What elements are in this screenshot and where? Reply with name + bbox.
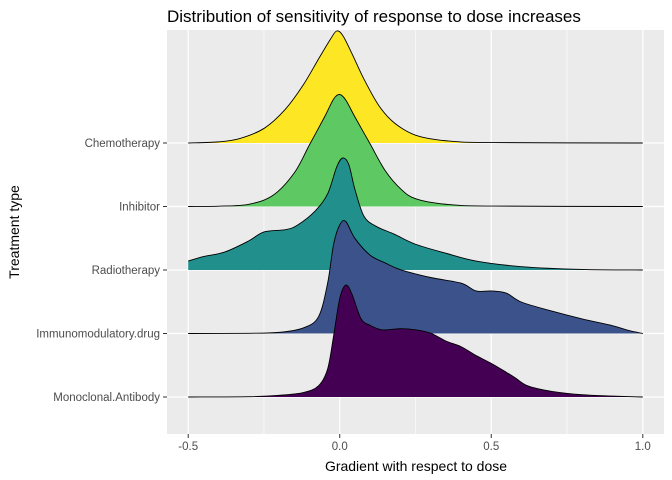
ridges — [188, 30, 643, 398]
ridge-area-immunomodulatory-drug — [188, 220, 643, 334]
x-tick-label: 0.0 — [332, 441, 348, 453]
ridge-area-monoclonal-antibody — [188, 284, 643, 397]
y-axis-title: Treatment type — [6, 185, 22, 279]
ridge-outline-radiotherapy — [188, 157, 643, 271]
ridge-outline-inhibitor — [188, 94, 643, 207]
ridge-area-chemotherapy — [188, 30, 643, 143]
y-tick-label: Monoclonal.Antibody — [53, 392, 160, 404]
ridge-area-radiotherapy — [188, 157, 643, 270]
x-tick-label: 1.0 — [635, 441, 651, 453]
x-axis-ticks: -0.5 0.0 0.5 1.0 — [178, 434, 651, 453]
y-tick-label: Inhibitor — [119, 202, 160, 214]
y-tick-label: Radiotherapy — [92, 265, 161, 277]
ridge-outline-monoclonal-antibody — [188, 284, 643, 398]
x-tick-label: 0.5 — [483, 441, 499, 453]
x-axis-title: Gradient with respect to dose — [325, 458, 507, 474]
x-tick-label: -0.5 — [178, 441, 198, 453]
y-axis-ticks: Monoclonal.Antibody Immunomodulatory.drug… — [36, 138, 167, 404]
ridge-outline-chemotherapy — [188, 30, 643, 144]
ridge-area-inhibitor — [188, 94, 643, 207]
y-tick-label: Chemotherapy — [85, 138, 161, 150]
y-tick-label: Immunomodulatory.drug — [36, 329, 160, 341]
ridge-outline-immunomodulatory-drug — [188, 220, 643, 334]
chart-title: Distribution of sensitivity of response … — [167, 7, 581, 26]
